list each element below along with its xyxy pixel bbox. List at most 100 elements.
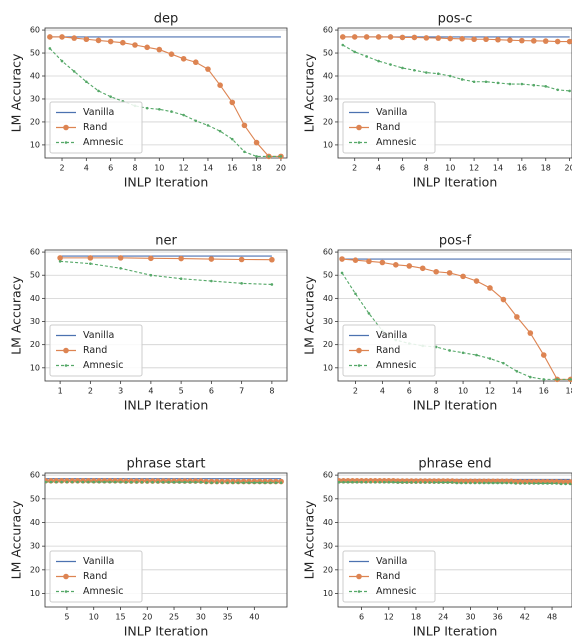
point	[483, 36, 489, 43]
point	[508, 82, 512, 86]
x-tick-label: 30	[465, 613, 475, 622]
point	[279, 481, 283, 485]
point	[433, 268, 439, 275]
x-tick-label: 16	[517, 164, 527, 173]
point	[550, 482, 554, 485]
x-axis-label: INLP Iteration	[413, 175, 498, 190]
point	[447, 35, 454, 42]
x-tick-label: 24	[438, 613, 448, 622]
point	[542, 38, 549, 44]
legend-label: Rand	[376, 345, 400, 356]
point	[487, 285, 493, 291]
legend-marker	[63, 124, 69, 131]
legend-label: Vanilla	[83, 556, 114, 567]
point	[419, 265, 426, 272]
y-tick-label: 30	[30, 317, 40, 326]
x-tick-label: 10	[154, 164, 164, 173]
point	[72, 70, 76, 73]
point	[97, 480, 101, 484]
y-tick-label: 10	[30, 589, 40, 598]
series	[57, 255, 275, 263]
point	[167, 480, 170, 484]
y-tick-label: 10	[323, 140, 333, 149]
point	[144, 44, 150, 51]
point	[242, 481, 245, 485]
point	[208, 256, 215, 262]
point	[529, 375, 532, 379]
x-tick-label: 8	[424, 164, 429, 173]
point	[339, 34, 346, 40]
point	[158, 108, 161, 111]
legend-box	[49, 324, 143, 377]
x-tick-label: 16	[227, 164, 237, 173]
point	[199, 480, 203, 484]
point	[366, 258, 372, 265]
point	[478, 481, 481, 485]
point	[339, 256, 345, 262]
point	[71, 480, 74, 484]
point	[419, 481, 422, 484]
point	[346, 480, 350, 484]
x-axis-label: INLP Iteration	[413, 398, 498, 413]
y-tick-label: 10	[30, 140, 40, 149]
point	[92, 480, 96, 484]
y-axis-label: LM Accuracy	[302, 276, 317, 355]
y-tick-label: 40	[30, 294, 40, 303]
point	[484, 80, 488, 84]
x-tick-label: 6	[108, 164, 113, 173]
point	[460, 78, 464, 81]
point	[436, 72, 440, 76]
legend-label: Amnesic	[83, 586, 123, 597]
legend-marker	[356, 573, 362, 580]
point	[135, 480, 138, 484]
point	[352, 257, 359, 263]
point	[411, 34, 418, 41]
y-tick-label: 30	[323, 542, 333, 551]
y-tick-label: 40	[30, 72, 40, 81]
x-tick-label: 18	[252, 164, 262, 173]
point	[379, 259, 386, 266]
point	[81, 480, 85, 484]
legend-label: Amnesic	[83, 137, 123, 148]
point	[83, 36, 90, 43]
y-tick-label: 40	[323, 72, 333, 81]
legend-label: Rand	[83, 122, 107, 133]
point	[243, 150, 246, 154]
point	[231, 481, 235, 485]
y-axis-label: LM Accuracy	[302, 53, 317, 132]
legend-label: Vanilla	[376, 556, 407, 567]
y-tick-label: 10	[323, 589, 333, 598]
point	[236, 481, 240, 485]
point	[215, 481, 219, 485]
point	[194, 119, 198, 123]
series-line	[49, 48, 281, 157]
point	[149, 273, 153, 277]
y-tick-label: 60	[30, 26, 40, 35]
series	[47, 34, 284, 160]
x-tick-label: 8	[132, 164, 137, 173]
point	[178, 255, 184, 262]
point	[210, 279, 213, 283]
point	[170, 110, 173, 113]
legend-label: Rand	[83, 345, 107, 356]
y-tick-label: 50	[30, 49, 40, 58]
x-tick-label: 6	[209, 387, 214, 396]
series	[341, 43, 571, 93]
point	[488, 357, 492, 360]
y-tick-label: 40	[323, 294, 333, 303]
point	[192, 59, 199, 66]
point	[461, 351, 465, 355]
point	[353, 50, 357, 54]
point	[340, 271, 344, 275]
axes-frame	[337, 249, 572, 382]
point	[253, 481, 256, 485]
panel-title: ner	[155, 234, 177, 249]
point	[537, 482, 540, 485]
point	[238, 256, 245, 263]
point	[414, 481, 418, 484]
point	[473, 481, 477, 485]
y-tick-label: 50	[323, 494, 333, 503]
point	[405, 481, 409, 484]
panel: 10 20 30 40 50 60 5 10 15 20 25 30 35 40 phrase start I…	[9, 457, 288, 637]
point	[49, 480, 53, 484]
